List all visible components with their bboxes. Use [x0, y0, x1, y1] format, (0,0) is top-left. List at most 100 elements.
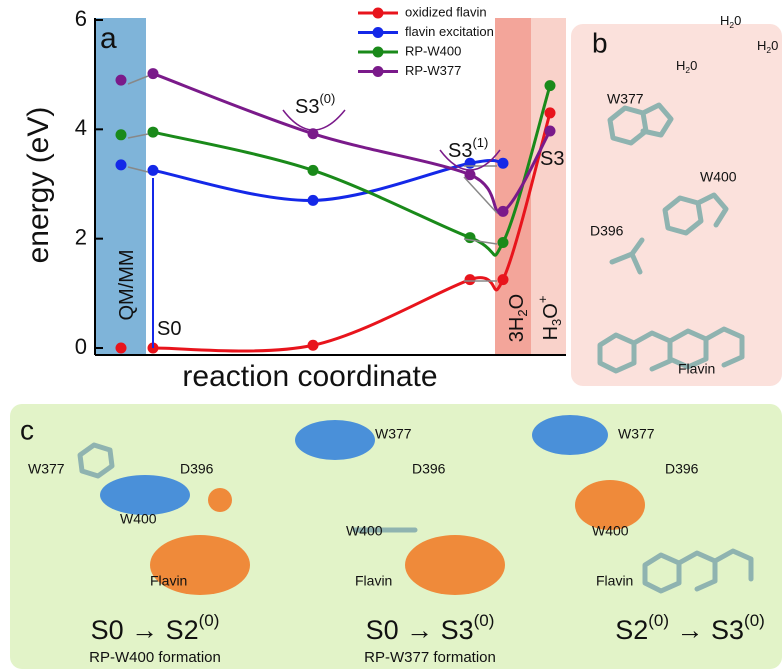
legend-marker [373, 47, 384, 58]
data-point [498, 206, 509, 217]
annotation-part: 0 [771, 38, 778, 53]
annotation-part: H [720, 13, 729, 28]
data-point [148, 68, 159, 79]
orbital [405, 535, 505, 595]
transition-formula: S2(0) → S3(0) [615, 611, 765, 645]
molecule-label: D396 [665, 461, 699, 477]
molecule-label: W400 [592, 523, 629, 539]
annotation-part: 3 [549, 319, 564, 326]
orbital [208, 488, 232, 512]
legend-label: RP-W377 [405, 63, 461, 78]
annotation-part: H [540, 326, 562, 340]
data-point [498, 158, 509, 169]
molecule-label: Flavin [678, 361, 715, 377]
formula-part: (0) [199, 611, 220, 630]
molecule-label: D396 [412, 461, 446, 477]
figure: 0 2 4 6 energy (eV) reaction coordinate a oxidi… [0, 0, 782, 669]
data-point [116, 129, 127, 140]
annotation-part: H [676, 58, 685, 73]
formula-part: S2 [615, 615, 648, 645]
annotation: S3(1) [448, 135, 488, 162]
annotation: S0 [157, 318, 181, 340]
annotation: S3(0) [295, 91, 335, 118]
formula-part: S0 → S3 [366, 615, 474, 645]
data-point [308, 195, 319, 206]
annotation-part: (1) [472, 135, 488, 150]
molecule-label: W377 [618, 426, 655, 442]
data-point [545, 80, 556, 91]
orbital [532, 415, 608, 455]
annotation-part: S3 [540, 148, 564, 170]
data-point [498, 274, 509, 285]
caption: RP-W400 formation [89, 649, 221, 666]
molecule-label: Flavin [150, 573, 187, 589]
legend-marker [373, 27, 384, 38]
molecule-label: W377 [28, 461, 65, 477]
annotation-part: S3 [295, 96, 319, 118]
y-tick-label: 2 [75, 224, 87, 249]
orbital [295, 420, 375, 460]
data-point [465, 232, 476, 243]
x-axis-label: reaction coordinate [182, 360, 437, 393]
series-line [153, 160, 503, 200]
data-point [545, 107, 556, 118]
legend-label: oxidized flavin [405, 4, 487, 19]
annotation: H20 [720, 13, 741, 30]
annotation-part: S3 [448, 140, 472, 162]
molecule-label: W377 [607, 91, 644, 107]
annotation-part: S0 [157, 318, 181, 340]
data-point [148, 127, 159, 138]
y-tick-label: 6 [75, 6, 87, 31]
data-point [116, 343, 127, 354]
legend-label: RP-W400 [405, 43, 461, 58]
annotation-part: 0 [734, 13, 741, 28]
series-line [153, 113, 550, 351]
molecule-label: Flavin [596, 573, 633, 589]
y-tick-label: 0 [75, 334, 87, 359]
annotation-part: (0) [319, 91, 335, 106]
molecule-label: Flavin [355, 573, 392, 589]
formula-part: (0) [744, 611, 765, 630]
molecule-label: W377 [375, 426, 412, 442]
series-line [153, 86, 550, 256]
legend-marker [373, 8, 384, 19]
legend-marker [373, 66, 384, 77]
panel-label: c [20, 414, 34, 445]
panel-label: a [100, 22, 117, 55]
formula-part: (0) [648, 611, 669, 630]
molecule-label: D396 [180, 461, 214, 477]
annotation-part: H [757, 38, 766, 53]
orbital [100, 475, 190, 515]
annotation: QM/MM [116, 249, 138, 320]
data-point [308, 340, 319, 351]
molecule-label: D396 [590, 223, 624, 239]
data-point [465, 274, 476, 285]
molecule-label: W400 [346, 523, 383, 539]
series-line [153, 74, 550, 213]
molecule-label: W400 [700, 169, 737, 185]
formula-part: (0) [474, 611, 495, 630]
y-axis-label: energy (eV) [22, 107, 55, 264]
data-point [545, 125, 556, 136]
annotation-part: O [506, 294, 528, 310]
annotation-part: 3H [506, 317, 528, 343]
molecule-label: W400 [120, 511, 157, 527]
annotation-part: 0 [690, 58, 697, 73]
panel-b-bg [571, 24, 782, 386]
data-point [308, 165, 319, 176]
formula-part: S0 → S2 [91, 615, 199, 645]
legend-label: flavin excitation [405, 24, 494, 39]
annotation-part: 2 [515, 309, 530, 316]
annotation: S3 [540, 148, 564, 170]
panel-label: b [592, 27, 608, 58]
formula-part: → S3 [669, 615, 744, 645]
data-point [116, 75, 127, 86]
annotation-part: + [535, 296, 550, 304]
annotation: 3H2O [506, 294, 530, 342]
data-point [148, 165, 159, 176]
caption: RP-W377 formation [364, 649, 496, 666]
annotation-part: QM/MM [116, 249, 138, 320]
annotation-part: O [540, 303, 562, 319]
y-tick-label: 4 [75, 115, 87, 140]
data-point [498, 237, 509, 248]
